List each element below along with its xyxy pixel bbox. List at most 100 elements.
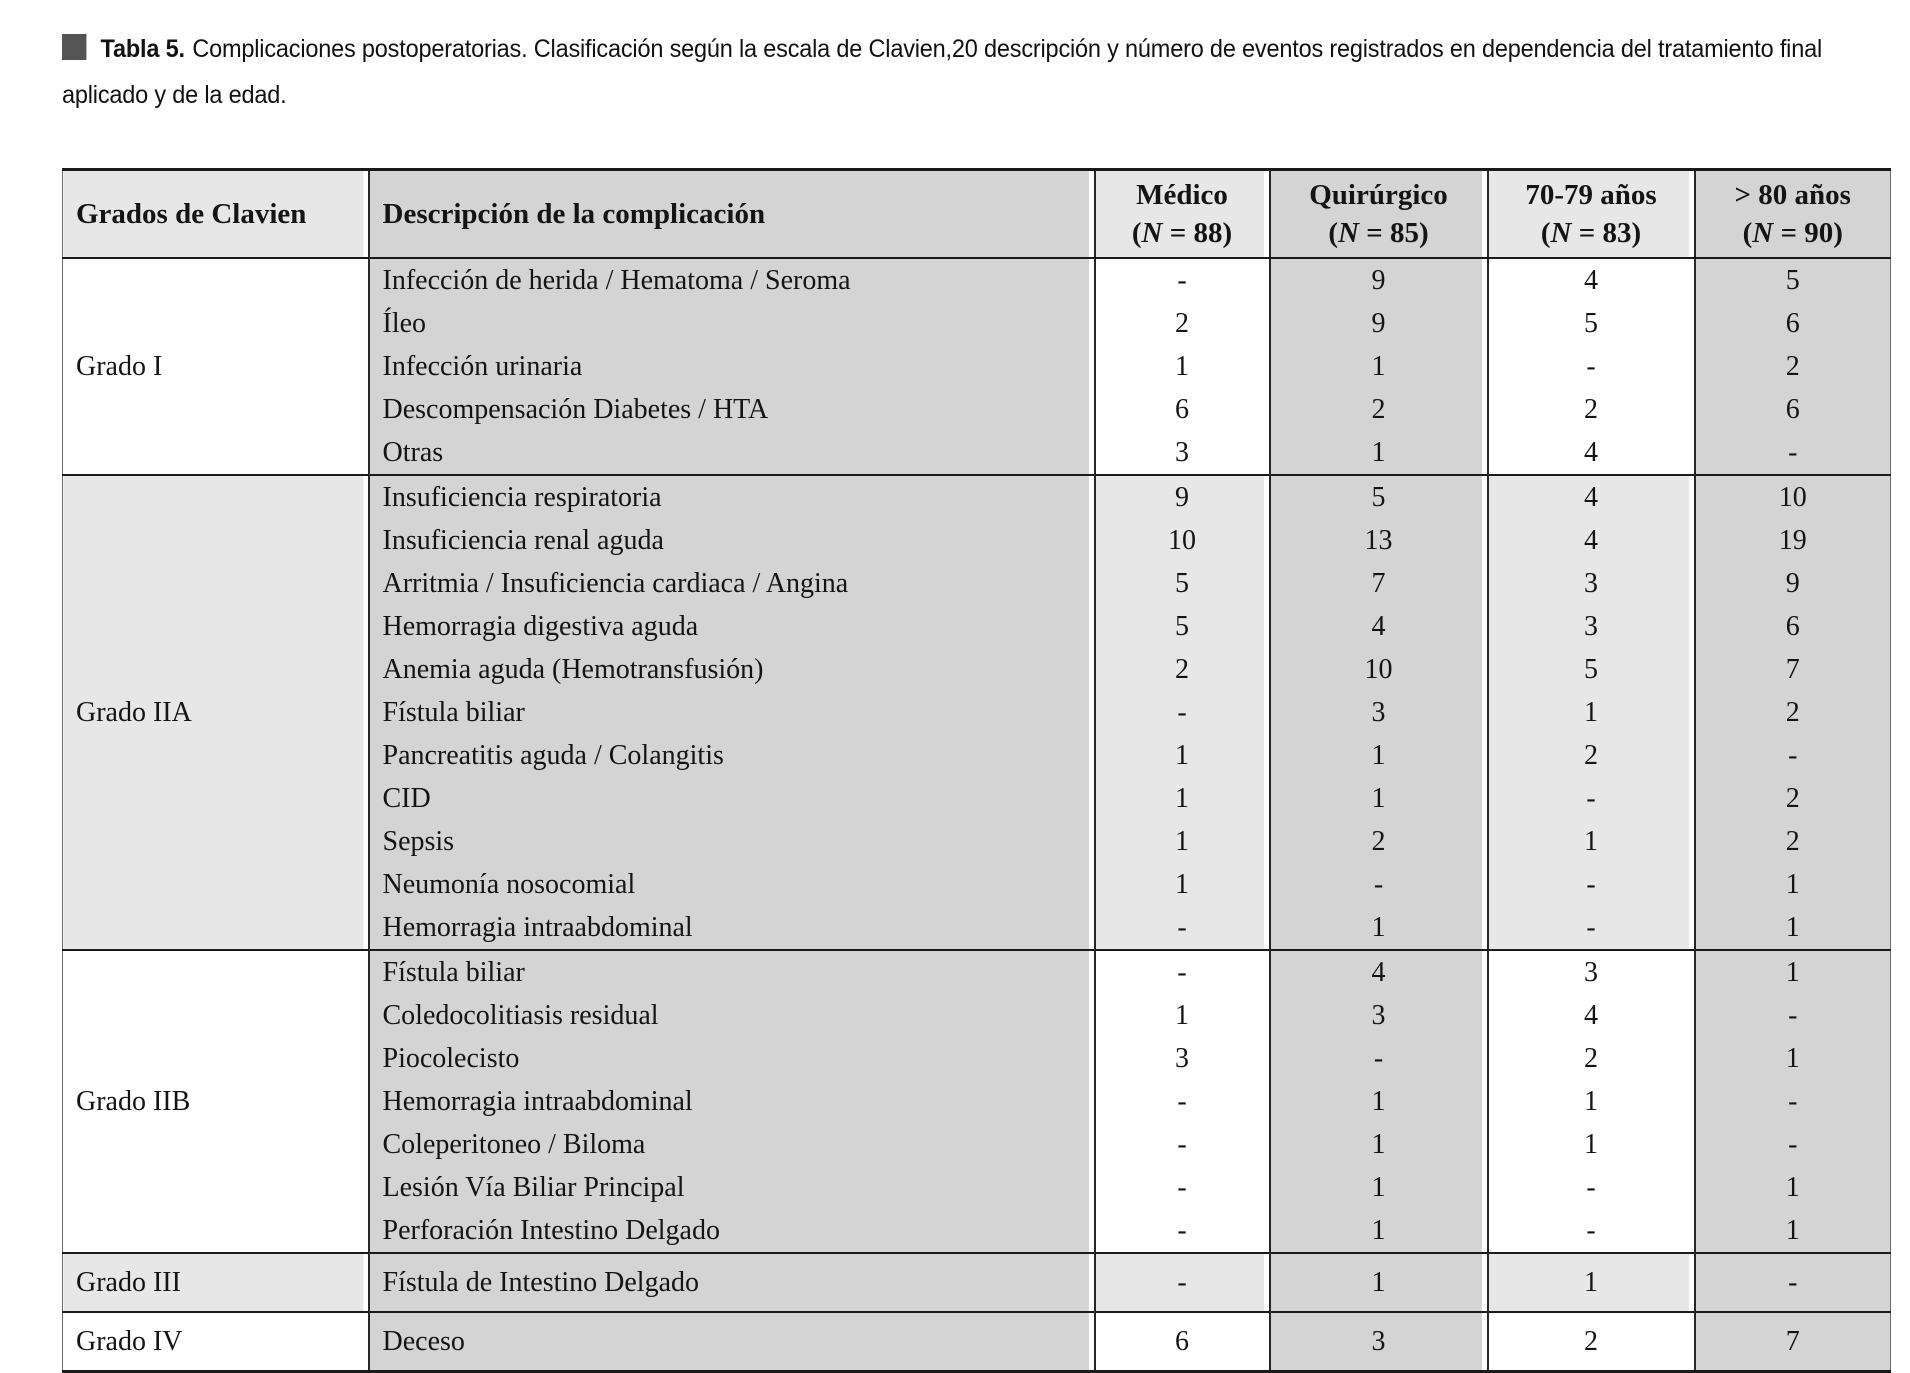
value-cell: 6 [1693,605,1891,648]
value-cell: 1 [1093,734,1270,777]
caption-label: Tabla 5. [100,35,185,63]
description-cell: Lesión Vía Biliar Principal [367,1166,1095,1209]
description-cell: Fístula biliar [367,949,1095,994]
value-cell: 1 [1693,863,1891,906]
value-cell: 1 [1486,691,1695,734]
value-cell: 2 [1693,345,1891,388]
value-cell: - [1268,863,1488,906]
value-cell: 2 [1268,820,1488,863]
value-cell: - [1093,1252,1270,1312]
description-cell: Sepsis [367,820,1095,863]
description-cell: Hemorragia digestiva aguda [367,605,1095,648]
value-cell: 1 [1268,1080,1488,1123]
value-cell: 9 [1268,302,1488,345]
description-cell: Insuficiencia renal aguda [367,519,1095,562]
column-header-quirurgico-label: Quirúrgico [1309,179,1448,211]
value-cell: 1 [1268,431,1488,475]
table-row: Piocolecisto 3-2 1 [63,1037,1891,1080]
value-cell: - [1486,345,1695,388]
value-cell: 5 [1268,474,1488,519]
value-cell: 1 [1486,820,1695,863]
value-cell: 1 [1486,1080,1695,1123]
value-cell: 1 [1693,1166,1891,1209]
value-cell: 1 [1093,863,1270,906]
table-row: Grado III Fístula de Intestino Delgado -1 1… [62,1252,1891,1312]
description-cell: Descompensación Diabetes / HTA [367,388,1095,431]
description-cell: Arritmia / Insuficiencia cardiaca / Angi… [367,562,1095,605]
value-cell: 5 [1093,562,1270,605]
value-cell: - [1486,1166,1695,1209]
header-row: Grados de Clavien Descripción de la comp… [62,169,1891,259]
value-cell: 7 [1693,1311,1891,1372]
value-cell: 4 [1486,257,1695,302]
value-cell: 13 [1268,519,1488,562]
value-cell: 1 [1693,906,1891,950]
value-cell: 2 [1268,388,1488,431]
value-cell: - [1693,1252,1891,1312]
table-row: Grado IIA Insuficiencia respiratoria 9 5 4 10 [62,474,1891,950]
description-cell: Insuficiencia respiratoria [367,474,1095,519]
table-row: CID 1 1-2 [63,777,1891,820]
value-cell: 3 [1093,1037,1270,1080]
table-row: Coleperitoneo / Biloma -1 1- [63,1123,1891,1166]
value-cell: 1 [1268,777,1488,820]
column-header-mayor-80-label: > 80 años [1734,179,1851,211]
column-header-medico: Médico (N = 88) [1093,169,1270,259]
value-cell: - [1093,906,1270,950]
value-cell: 4 [1486,431,1695,475]
value-cell: 5 [1093,605,1270,648]
value-cell: - [1486,906,1695,950]
value-cell: - [1093,1080,1270,1123]
column-header-grados-de-clavien: Grados de Clavien [62,169,369,259]
description-cell: Infección urinaria [367,345,1095,388]
value-cell: 9 [1268,257,1488,302]
column-header-70-79-n: (N = 83) [1540,217,1642,249]
value-cell: - [1486,1209,1695,1253]
column-header-quirurgico-n: (N = 85) [1328,217,1429,249]
value-cell: 5 [1486,648,1695,691]
description-cell: Neumonía nosocomial [367,863,1095,906]
value-cell: 2 [1486,734,1695,777]
description-cell: Otras [367,431,1095,475]
description-cell: Perforación Intestino Delgado [367,1209,1095,1253]
table-row: Hemorragia digestiva aguda 5 4 3 6 [63,605,1891,648]
column-header-descripcion: Descripción de la complicación [367,169,1095,259]
column-header-quirurgico: Quirúrgico (N = 85) [1268,169,1488,259]
description-cell: CID [367,777,1095,820]
table-row: Grado IV Deceso 6 3 2 7 [62,1311,1891,1372]
value-cell: 3 [1093,431,1270,475]
value-cell: 1 [1268,1166,1488,1209]
value-cell: 1 [1268,1252,1488,1312]
value-cell: 2 [1486,388,1695,431]
value-cell: 1 [1486,1123,1695,1166]
value-cell: 1 [1268,734,1488,777]
description-cell: Coledocolitiasis residual [367,994,1095,1037]
table-row: Arritmia / Insuficiencia cardiaca / Angi… [63,562,1891,605]
table-row: Íleo 2 9 5 6 [63,302,1891,345]
description-cell: Piocolecisto [367,1037,1095,1080]
table-row: Coledocolitiasis residual 1 3 4- [63,994,1891,1037]
value-cell: 3 [1486,562,1695,605]
value-cell: 1 [1268,345,1488,388]
value-cell: - [1693,734,1891,777]
value-cell: - [1486,863,1695,906]
value-cell: 2 [1693,820,1891,863]
table-row: Descompensación Diabetes / HTA 6 2 2 6 [63,388,1891,431]
grade-cell: Grado IV [62,1311,369,1372]
table-row: Lesión Vía Biliar Principal -1-1 [63,1166,1891,1209]
table-row: Otras 3 1 4- [63,431,1891,475]
value-cell: 10 [1693,474,1891,519]
description-cell: Deceso [367,1311,1095,1372]
complications-table: Grados de Clavien Descripción de la comp… [62,168,1891,1373]
value-cell: 6 [1093,388,1270,431]
description-cell: Fístula biliar [367,691,1095,734]
value-cell: 2 [1093,302,1270,345]
column-header-mayor-80-n: (N = 90) [1742,217,1843,249]
value-cell: 2 [1693,691,1891,734]
value-cell: - [1093,257,1270,302]
value-cell: 3 [1486,605,1695,648]
table-caption: Tabla 5. Complicaciones postoperatorias. … [62,26,1910,118]
value-cell: - [1486,777,1695,820]
value-cell: 4 [1486,474,1695,519]
value-cell: 1 [1268,1123,1488,1166]
